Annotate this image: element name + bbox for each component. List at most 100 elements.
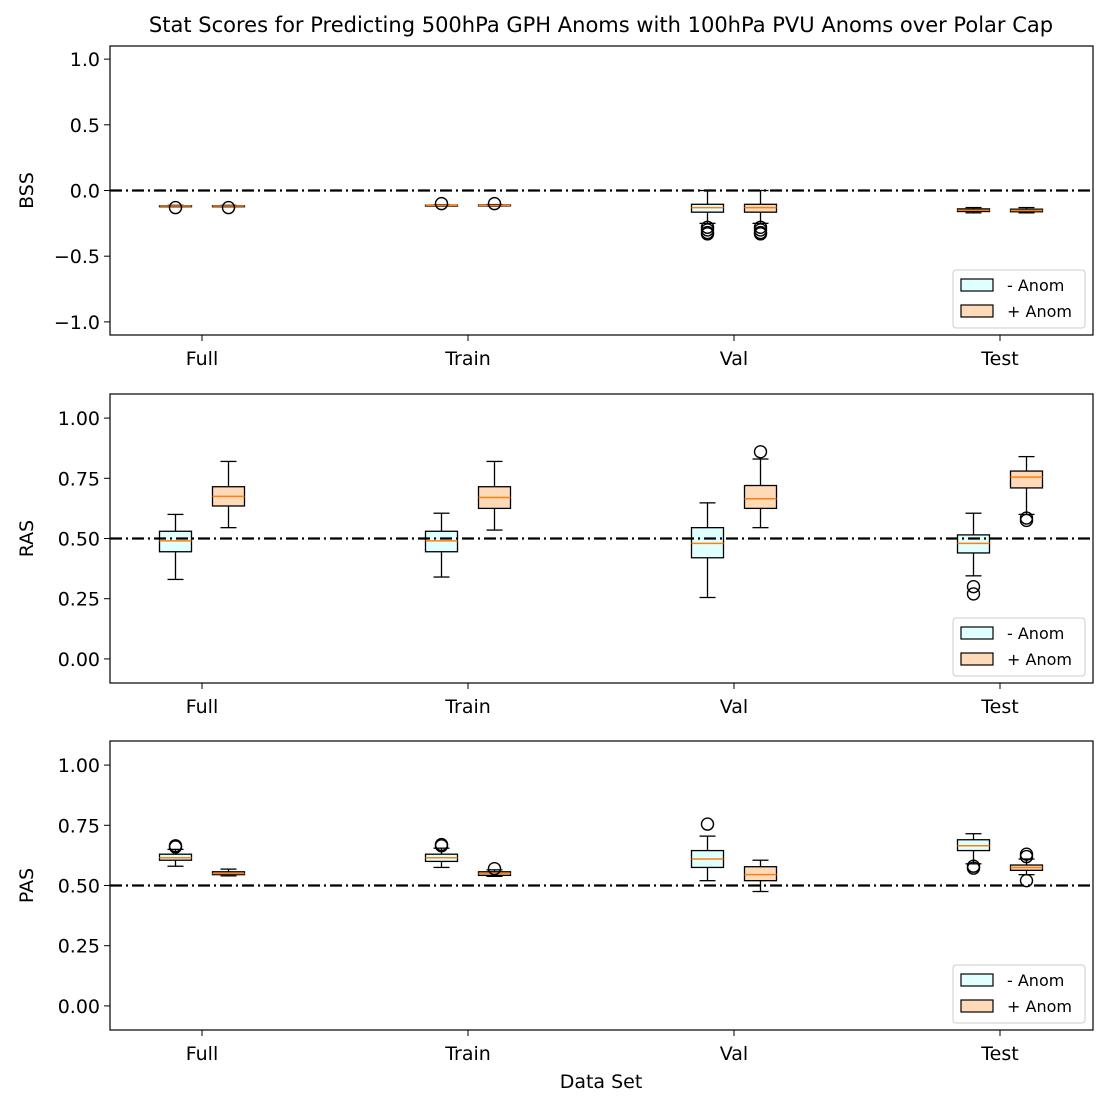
legend: - Anom + Anom — [952, 964, 1086, 1024]
y-tick-label: 1.0 — [70, 49, 100, 71]
box-neg-test — [956, 512, 991, 601]
y-axis-title: BSS — [16, 172, 38, 209]
box-pos-test — [1009, 455, 1044, 528]
x-tick-label: Full — [186, 348, 219, 370]
x-tick-label: Full — [186, 696, 219, 718]
outlier-point — [487, 861, 502, 876]
legend: - Anom + Anom — [952, 269, 1086, 329]
y-axis-title: RAS — [16, 520, 38, 558]
box-pos-val — [743, 189, 778, 241]
box-pos-test — [1009, 206, 1044, 214]
y-tick-label: 0.5 — [70, 115, 100, 137]
outlier-point — [1019, 847, 1034, 861]
x-tick-label: Val — [720, 696, 748, 718]
y-tick-label: 0.75 — [58, 468, 100, 490]
y-tick-label: 0.50 — [58, 876, 100, 898]
y-tick-label: 0.00 — [58, 649, 100, 671]
box-pos-train — [477, 861, 512, 877]
y-tick-label: 0.25 — [58, 589, 100, 611]
box-pos-train — [477, 196, 512, 211]
subplot-pas: 0.00 0.25 0.50 0.75 1.00 Full Train Val Test PAS -… — [16, 740, 1094, 1065]
legend-swatch-pos — [960, 304, 994, 318]
box-body — [743, 866, 778, 882]
outlier-point — [1019, 873, 1034, 888]
legend-swatch-neg — [960, 973, 994, 987]
y-tick-label: 0.50 — [58, 529, 100, 551]
y-tick-label: −1.0 — [54, 312, 100, 334]
x-tick-label: Full — [186, 1043, 219, 1065]
box-neg-test — [956, 206, 991, 214]
box-neg-val — [690, 502, 725, 599]
y-tick-label: 1.00 — [58, 755, 100, 777]
outlier-point — [487, 196, 502, 211]
y-tick-label: −0.5 — [54, 246, 100, 268]
subplot-ras: 0.00 0.25 0.50 0.75 1.00 Full Train Val Test RAS -… — [16, 393, 1094, 718]
x-tick-label: Train — [444, 1043, 491, 1065]
plot-frame — [109, 740, 1094, 1031]
outlier-point — [753, 445, 768, 459]
box-pos-full — [211, 200, 246, 215]
legend-label-pos: + Anom — [1007, 997, 1072, 1016]
outlier-point — [966, 579, 981, 594]
legend-label-neg: - Anom — [1007, 624, 1064, 643]
outlier-point — [966, 861, 981, 875]
box-neg-train — [424, 837, 459, 869]
box-neg-full — [158, 839, 193, 867]
legend-swatch-neg — [960, 278, 994, 292]
box-pos-train — [477, 460, 512, 531]
legend-swatch-pos — [960, 652, 994, 666]
chart-title: Stat Scores for Predicting 500hPa GPH An… — [149, 13, 1053, 37]
box-pos-val — [743, 859, 778, 893]
y-tick-label: 0.0 — [70, 181, 100, 203]
legend: - Anom + Anom — [952, 617, 1086, 677]
plot-frame — [109, 45, 1094, 336]
plot-frame — [109, 393, 1094, 684]
box-neg-train — [424, 512, 459, 578]
outlier-point — [753, 227, 768, 241]
box-neg-val — [690, 189, 725, 241]
subplot-bss: −1.0 −0.5 0.0 0.5 1.0 Full Train Val Test BSS - An… — [16, 45, 1094, 370]
outlier-point — [1019, 513, 1034, 528]
x-tick-label: Val — [720, 348, 748, 370]
y-tick-label: 0.00 — [58, 996, 100, 1018]
outlier-point — [168, 839, 183, 853]
outlier-point — [434, 837, 449, 852]
x-tick-label: Test — [980, 348, 1018, 370]
legend-label-pos: + Anom — [1007, 650, 1072, 669]
subplots: −1.0 −0.5 0.0 0.5 1.0 Full Train Val Test BSS - An… — [16, 45, 1094, 1065]
y-tick-label: 0.25 — [58, 936, 100, 958]
y-tick-label: 1.00 — [58, 408, 100, 430]
outlier-point — [700, 227, 715, 241]
box-pos-test — [1009, 847, 1044, 888]
y-tick-label: 0.75 — [58, 815, 100, 837]
x-axis-title: Data Set — [560, 1071, 643, 1093]
box-pos-val — [743, 445, 778, 529]
legend-swatch-neg — [960, 626, 994, 640]
box-neg-full — [158, 200, 193, 215]
box-neg-train — [424, 196, 459, 211]
legend-label-pos: + Anom — [1007, 302, 1072, 321]
outlier-point — [700, 817, 715, 831]
x-tick-label: Train — [444, 696, 491, 718]
box-pos-full — [211, 460, 246, 529]
x-tick-label: Train — [444, 348, 491, 370]
outlier-point — [434, 196, 449, 211]
box-body — [743, 484, 778, 510]
box-pos-full — [211, 868, 246, 877]
x-tick-label: Test — [980, 696, 1018, 718]
box-neg-full — [158, 513, 193, 581]
box-neg-test — [956, 833, 991, 875]
legend-label-neg: - Anom — [1007, 971, 1064, 990]
box-neg-val — [690, 817, 725, 882]
x-tick-label: Val — [720, 1043, 748, 1065]
y-axis-title: PAS — [16, 868, 38, 903]
outlier-point — [966, 587, 981, 601]
outlier-point — [221, 200, 236, 215]
x-tick-label: Test — [980, 1043, 1018, 1065]
outlier-point — [168, 200, 183, 215]
legend-label-neg: - Anom — [1007, 276, 1064, 295]
legend-swatch-pos — [960, 999, 994, 1013]
box-body — [1009, 470, 1044, 489]
